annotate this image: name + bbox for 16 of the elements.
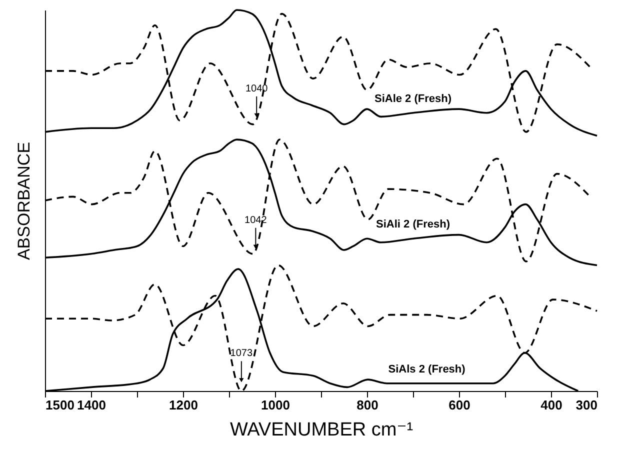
y-axis-title: ABSORBANCE [14, 142, 34, 260]
x-tick-label: 1200 [169, 398, 198, 412]
x-tick-label: 300 [576, 398, 598, 412]
series-label: SiAli 2 (Fresh) [376, 218, 450, 231]
annotation: 1073 [230, 348, 253, 360]
x-tick-label: 800 [356, 398, 378, 412]
series-label: SiAls 2 (Fresh) [388, 363, 466, 376]
annotation: 1040 [245, 83, 268, 94]
x-axis-title: WAVENUMBER cm⁻¹ [230, 420, 414, 440]
x-tick-label: 1400 [77, 398, 106, 412]
annotation: 1042 [244, 214, 268, 226]
x-tick-label: 1500 [46, 398, 74, 412]
x-tick-label: 600 [448, 398, 470, 412]
x-tick-label: 400 [540, 398, 562, 412]
series-label: SiAle 2 (Fresh) [374, 92, 452, 105]
x-tick-label: 1000 [261, 398, 290, 412]
